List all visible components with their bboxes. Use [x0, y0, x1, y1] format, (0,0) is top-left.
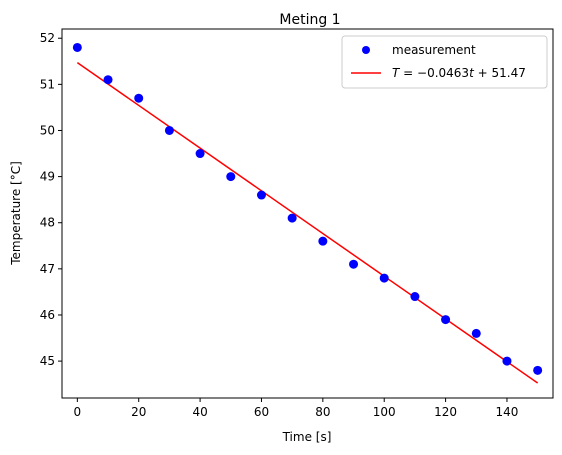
legend-marker-measurement [362, 46, 370, 54]
x-tick-label: 120 [434, 405, 457, 419]
x-tick-label: 20 [131, 405, 146, 419]
y-tick-label: 49 [40, 170, 55, 184]
data-point [318, 236, 328, 246]
data-point [471, 328, 481, 338]
data-point [256, 190, 266, 200]
data-point [287, 213, 297, 223]
data-point [226, 172, 236, 182]
y-tick-label: 47 [40, 262, 55, 276]
y-tick-label: 51 [40, 77, 55, 91]
x-tick-label: 100 [373, 405, 396, 419]
x-axis: 0 20 40 60 80 100 120 140 [74, 398, 519, 419]
y-tick-label: 52 [40, 31, 55, 45]
data-point [379, 273, 389, 283]
fit-line [76, 62, 539, 384]
data-point [195, 149, 205, 159]
legend-label-measurement: measurement [392, 43, 476, 57]
x-tick-label: 80 [315, 405, 330, 419]
x-axis-label: Time [s] [282, 430, 332, 444]
data-point [164, 125, 174, 135]
legend-label-fit: T = −0.0463t + 51.47 [392, 66, 526, 80]
y-axis-label: Temperature [°C] [9, 161, 23, 266]
y-tick-label: 50 [40, 123, 55, 137]
data-point [441, 315, 451, 325]
plot-frame [61, 28, 554, 399]
x-tick-label: 0 [74, 405, 82, 419]
y-tick-label: 46 [40, 308, 55, 322]
data-point [502, 356, 512, 366]
x-tick-label: 40 [192, 405, 207, 419]
data-point [349, 259, 359, 269]
data-point [533, 365, 543, 375]
chart-title: Meting 1 [279, 12, 340, 28]
legend: measurement T = −0.0463t + 51.47 [341, 35, 548, 89]
y-tick-label: 45 [40, 354, 55, 368]
x-tick-label: 140 [496, 405, 519, 419]
legend-box [341, 35, 548, 89]
data-point [410, 292, 420, 302]
plot-area [72, 42, 543, 384]
y-axis: 45 46 47 48 49 50 51 52 [40, 31, 62, 368]
data-point [134, 93, 144, 103]
x-tick-label: 60 [254, 405, 269, 419]
y-tick-label: 48 [40, 216, 55, 230]
data-point [72, 42, 82, 52]
data-point [103, 75, 113, 85]
